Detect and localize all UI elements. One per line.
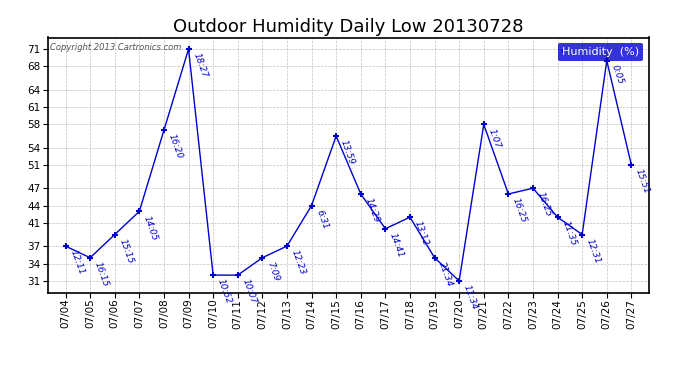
Text: 0:05: 0:05 (609, 63, 625, 86)
Text: 21:34: 21:34 (437, 261, 455, 288)
Text: 11:35: 11:35 (560, 220, 578, 248)
Text: 14:29: 14:29 (364, 197, 381, 224)
Text: 1:07: 1:07 (486, 127, 502, 149)
Text: 13:12: 13:12 (413, 220, 430, 248)
Legend: Humidity  (%): Humidity (%) (558, 43, 643, 61)
Text: Copyright 2013 Cartronics.com: Copyright 2013 Cartronics.com (50, 43, 181, 52)
Text: 18:27: 18:27 (191, 52, 208, 80)
Text: 12:31: 12:31 (585, 237, 602, 265)
Title: Outdoor Humidity Daily Low 20130728: Outdoor Humidity Daily Low 20130728 (173, 18, 524, 36)
Text: 16:15: 16:15 (93, 261, 110, 288)
Text: 16:25: 16:25 (535, 191, 553, 219)
Text: 6:31: 6:31 (315, 209, 330, 231)
Text: 12:23: 12:23 (290, 249, 307, 276)
Text: 13:59: 13:59 (339, 139, 356, 166)
Text: 16:25: 16:25 (511, 197, 529, 224)
Text: 15:15: 15:15 (117, 237, 135, 265)
Text: 14:05: 14:05 (142, 214, 159, 242)
Text: 10:52: 10:52 (216, 278, 233, 305)
Text: 10:07: 10:07 (241, 278, 258, 305)
Text: 7:09: 7:09 (265, 261, 281, 283)
Text: 11:34: 11:34 (462, 284, 480, 311)
Text: 15:51: 15:51 (634, 168, 651, 195)
Text: 14:41: 14:41 (388, 231, 406, 259)
Text: 12:11: 12:11 (68, 249, 86, 276)
Text: 16:20: 16:20 (167, 133, 184, 160)
